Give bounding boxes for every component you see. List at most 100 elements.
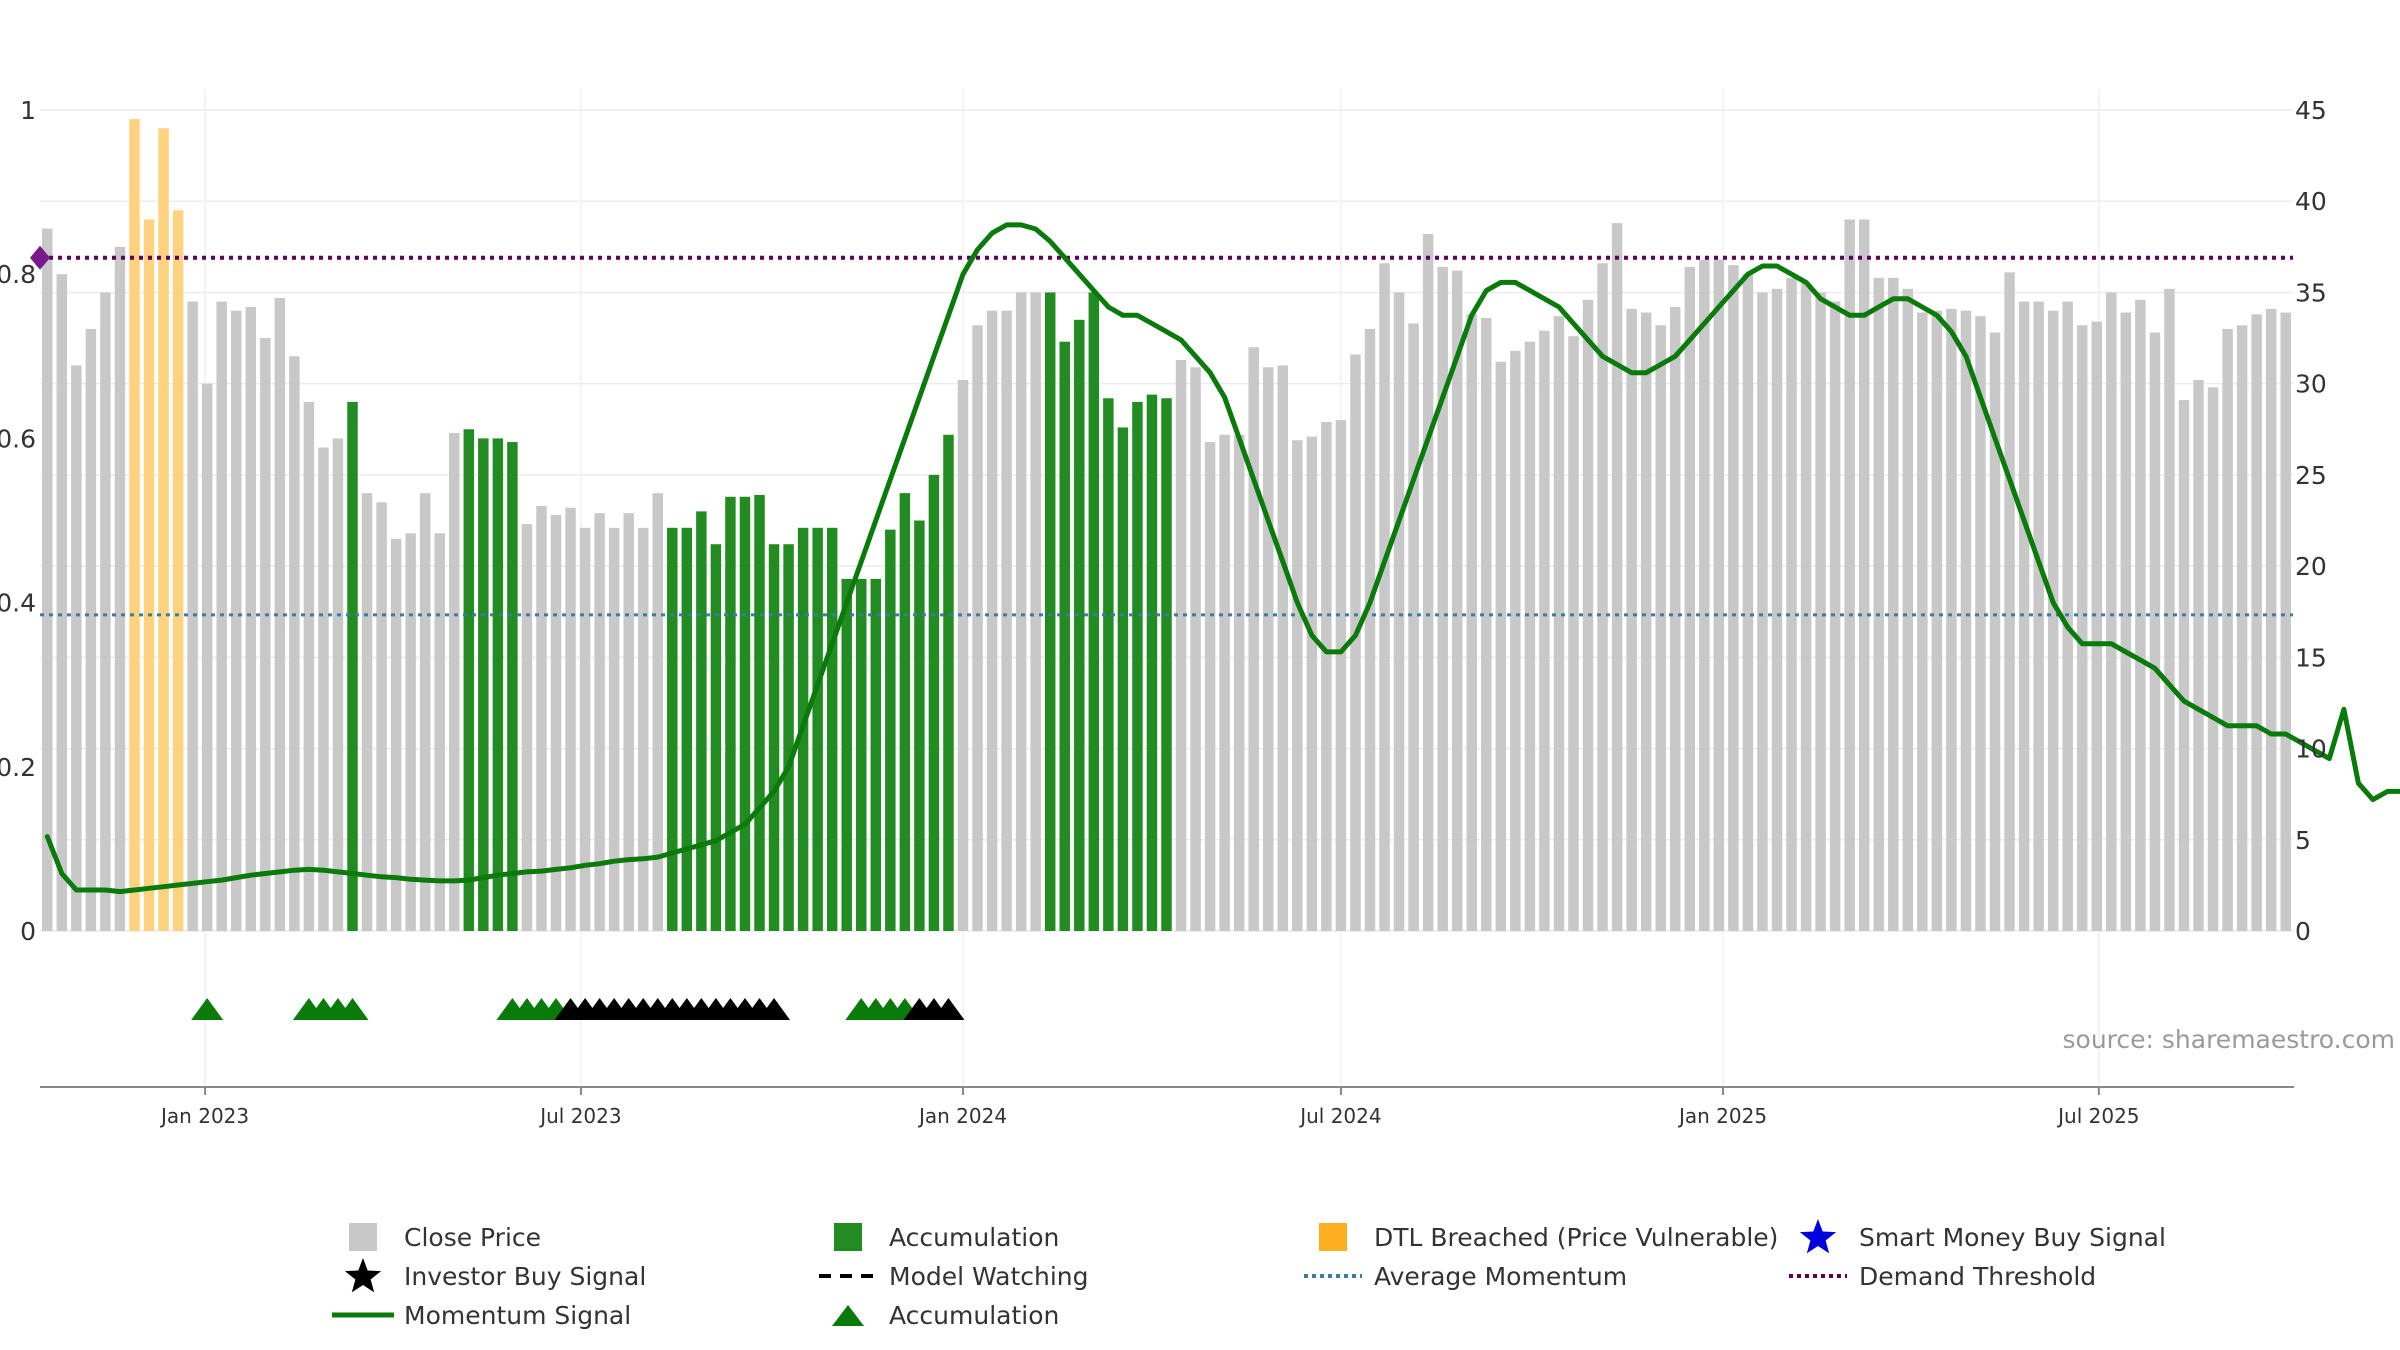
signal-markers	[191, 998, 965, 1020]
close-price-bar	[972, 325, 983, 932]
close-price-bar	[1873, 277, 1884, 931]
close-price-bar	[623, 513, 634, 931]
close-price-bar	[1437, 266, 1448, 931]
close-price-bar	[1481, 317, 1492, 931]
close-price-bar	[361, 493, 373, 931]
accumulation-bar	[783, 544, 794, 931]
accumulation-bar	[914, 520, 925, 931]
close-price-bar	[2280, 312, 2291, 932]
close-price-bar	[1219, 434, 1230, 931]
accumulation-bar	[1088, 292, 1100, 931]
accumulation-bar	[507, 442, 518, 931]
close-price-bar	[1350, 354, 1361, 931]
accumulation-signal-marker	[336, 998, 369, 1020]
accumulation-bar	[681, 527, 693, 931]
close-price-bar	[536, 505, 547, 931]
accumulation-bar	[492, 438, 504, 931]
right-axis-tick-label: 10	[2295, 735, 2327, 764]
close-price-bar	[1175, 359, 1187, 932]
close-price-bar	[56, 274, 68, 931]
legend-item: Model Watching	[815, 1257, 1089, 1295]
close-price-bar	[1858, 219, 1870, 931]
square-close-icon	[349, 1223, 377, 1251]
close-price-bar	[318, 447, 329, 931]
close-price-bar	[1640, 312, 1652, 932]
close-price-bar	[201, 383, 213, 932]
close-price-bar	[405, 533, 416, 931]
legend-item: Smart Money Buy Signal	[1785, 1218, 2166, 1256]
close-price-bar	[1379, 263, 1390, 932]
close-price-bar	[1960, 310, 1972, 931]
left-axis-tick-label: 0.2	[0, 753, 36, 782]
legend-label: Smart Money Buy Signal	[1859, 1222, 2166, 1252]
close-price-bar	[71, 365, 82, 931]
close-price-bar	[303, 401, 315, 931]
star-blue-icon	[1799, 1219, 1837, 1254]
close-price-bar	[2207, 387, 2219, 931]
close-price-bar	[1611, 223, 1623, 932]
close-price-bar	[652, 493, 663, 931]
close-price-bar	[1626, 308, 1637, 931]
left-axis-tick-label: 0.8	[0, 260, 36, 289]
close-price-bar	[579, 527, 591, 931]
close-price-bar	[1321, 421, 1332, 931]
legend-item: Investor Buy Signal	[330, 1257, 646, 1295]
square-dtl-icon	[1319, 1223, 1347, 1251]
close-price-bar	[1815, 292, 1826, 931]
close-price-bar	[1335, 420, 1347, 931]
close-price-bar	[2120, 312, 2132, 932]
close-price-bar	[1888, 277, 1899, 931]
accumulation-bar	[463, 429, 475, 931]
legend-item: Accumulation	[815, 1218, 1059, 1256]
reference-lines	[30, 245, 2293, 617]
close-price-bar	[1800, 283, 1812, 931]
close-price-bar	[85, 328, 97, 931]
close-price-bar	[2251, 314, 2262, 931]
close-price-bar	[1539, 330, 1550, 931]
left-axis-tick-label: 0.6	[0, 424, 36, 453]
dot-blue-icon	[1304, 1274, 1362, 1278]
close-price-bar	[1742, 274, 1754, 931]
dot-purple-icon	[1789, 1274, 1847, 1278]
right-axis-tick-label: 30	[2295, 370, 2327, 399]
legend-item: Demand Threshold	[1785, 1257, 2096, 1295]
x-axis-tick-label: Jan 2023	[159, 1104, 249, 1128]
close-price-bar	[608, 527, 620, 931]
close-price-bar	[114, 246, 126, 932]
close-price-bar	[260, 338, 271, 931]
close-price-bar	[419, 493, 431, 931]
accumulation-bar	[696, 511, 707, 931]
accumulation-bar	[1103, 398, 1114, 931]
close-price-bar	[42, 228, 53, 932]
legend-label: DTL Breached (Price Vulnerable)	[1374, 1222, 1779, 1252]
dtl-breached-bar	[158, 128, 169, 931]
triangle-green-icon	[832, 1305, 864, 1326]
legend-label: Investor Buy Signal	[404, 1261, 647, 1291]
close-price-bar	[1204, 442, 1216, 931]
accumulation-bar	[943, 434, 954, 931]
close-price-bar	[1655, 325, 1666, 932]
line-green-icon	[332, 1312, 394, 1318]
right-axis-tick-label: 45	[2295, 96, 2327, 125]
close-price-bar	[2106, 292, 2117, 931]
close-price-bar	[637, 527, 649, 931]
accumulation-bar	[928, 474, 940, 931]
dtl-breached-bar	[129, 119, 140, 932]
close-price-bar	[289, 356, 300, 931]
model-watching-marker	[932, 998, 965, 1020]
accumulation-bar	[710, 544, 722, 931]
close-price-bar	[1466, 314, 1477, 931]
close-price-bar	[1728, 265, 1739, 932]
close-price-bar	[245, 307, 256, 931]
close-price-bar	[521, 524, 533, 931]
close-price-bar	[1524, 341, 1536, 931]
close-price-bar	[2236, 325, 2248, 932]
close-price-bar	[1844, 219, 1855, 931]
left-axis-tick-label: 0	[20, 917, 36, 946]
legend-label: Accumulation	[889, 1300, 1060, 1330]
accumulation-bar	[856, 578, 867, 931]
x-axis-tick-label: Jul 2025	[2056, 1104, 2139, 1128]
momentum-signal-layer	[44, 222, 2400, 895]
close-price-bar	[1699, 259, 1710, 931]
